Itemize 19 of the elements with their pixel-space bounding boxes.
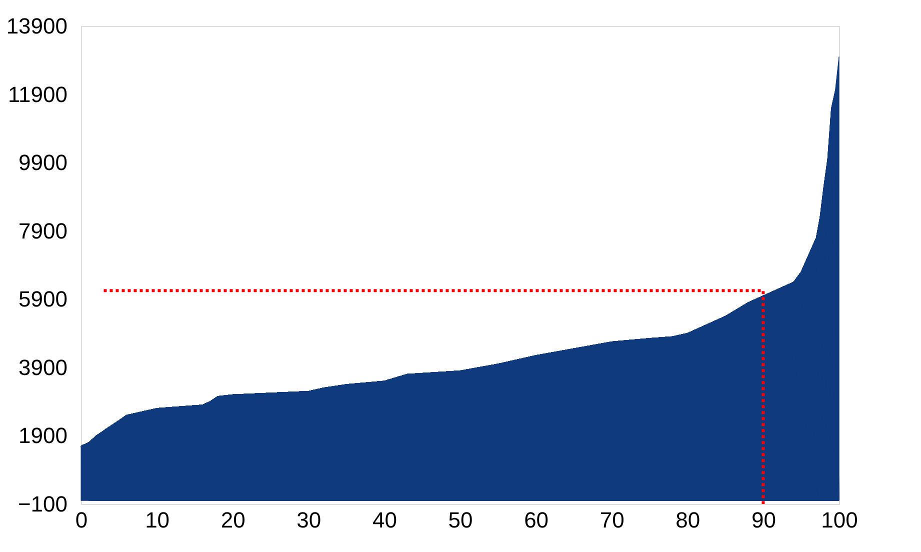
y-tick-label: 11900 bbox=[8, 82, 68, 107]
x-tick-label: 60 bbox=[524, 508, 549, 532]
y-tick-label: 5900 bbox=[18, 286, 68, 312]
x-tick-label: 40 bbox=[372, 508, 397, 532]
x-tick-label: 0 bbox=[75, 508, 88, 532]
x-tick-label: 70 bbox=[600, 508, 624, 532]
x-tick-label: 20 bbox=[220, 508, 246, 532]
y-tick-label: 13900 bbox=[6, 14, 68, 38]
y-tick-label: 9900 bbox=[18, 150, 68, 176]
x-tick-label: 50 bbox=[448, 508, 473, 532]
x-tick-label: 30 bbox=[296, 508, 322, 532]
x-tick-label: 10 bbox=[145, 508, 170, 532]
x-tick-label: 80 bbox=[676, 508, 700, 532]
x-tick-label: 100 bbox=[821, 508, 858, 532]
y-tick-label: 7900 bbox=[18, 218, 68, 244]
y-tick-label: 3900 bbox=[18, 354, 68, 380]
x-tick-label: 90 bbox=[751, 508, 776, 532]
y-tick-label: 1900 bbox=[18, 423, 68, 448]
y-tick-label: −100 bbox=[18, 492, 68, 516]
